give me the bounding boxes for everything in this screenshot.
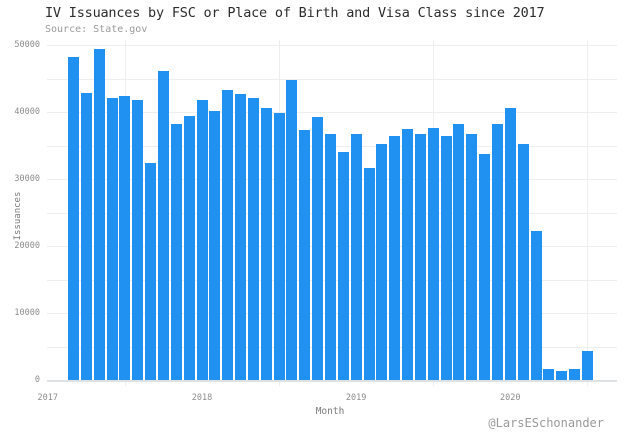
y-gridline	[47, 112, 617, 114]
bar[interactable]	[145, 163, 157, 380]
chart-title: IV Issuances by FSC or Place of Birth an…	[45, 5, 545, 21]
bar[interactable]	[337, 151, 349, 380]
bar[interactable]	[183, 115, 195, 380]
bar[interactable]	[517, 144, 529, 380]
bar[interactable]	[119, 95, 131, 380]
bar[interactable]	[453, 124, 465, 380]
y-gridline	[47, 45, 617, 47]
bar[interactable]	[247, 97, 259, 380]
bar[interactable]	[299, 130, 311, 380]
bar[interactable]	[556, 370, 568, 380]
x-gridline	[587, 40, 589, 386]
x-axis-title: Month	[315, 406, 345, 417]
bar[interactable]	[93, 49, 105, 380]
bar[interactable]	[530, 230, 542, 380]
bar[interactable]	[286, 80, 298, 380]
bar[interactable]	[402, 129, 413, 380]
bar[interactable]	[414, 133, 426, 380]
bar[interactable]	[581, 350, 593, 380]
bar[interactable]	[363, 167, 375, 380]
chart-source: Source: State.gov	[45, 24, 148, 35]
bar[interactable]	[68, 57, 79, 380]
bar[interactable]	[196, 99, 208, 380]
y-tick-label: 20000	[14, 240, 40, 251]
y-tick-label: 30000	[14, 173, 40, 184]
x-tick-label: 2019	[345, 393, 367, 403]
bar[interactable]	[273, 112, 285, 380]
bar[interactable]	[504, 107, 516, 380]
bar[interactable]	[569, 368, 580, 380]
y-tick-label: 10000	[14, 307, 40, 318]
bar[interactable]	[427, 128, 439, 380]
bar[interactable]	[260, 108, 272, 380]
bar[interactable]	[479, 154, 491, 380]
bar[interactable]	[376, 144, 388, 380]
zero-line	[47, 380, 617, 382]
bar[interactable]	[466, 134, 478, 380]
bar[interactable]	[132, 99, 144, 380]
y-gridline	[47, 78, 617, 80]
bar[interactable]	[80, 92, 92, 380]
bar[interactable]	[324, 133, 336, 380]
x-tick-label: 2018	[191, 393, 213, 403]
y-axis-title: Issuances	[13, 191, 23, 241]
bar[interactable]	[312, 116, 324, 380]
bar[interactable]	[209, 110, 221, 380]
bar[interactable]	[106, 98, 118, 380]
bar[interactable]	[389, 136, 401, 380]
bar[interactable]	[170, 123, 182, 380]
x-tick-label: 2017	[37, 393, 59, 403]
bar[interactable]	[235, 94, 246, 380]
bar[interactable]	[222, 90, 234, 380]
bar[interactable]	[440, 135, 452, 380]
bar[interactable]	[492, 124, 503, 380]
bar[interactable]	[350, 134, 362, 380]
y-tick-label: 50000	[14, 39, 40, 50]
watermark: @LarsESchonander	[488, 416, 604, 430]
bar[interactable]	[157, 70, 169, 380]
bar[interactable]	[543, 368, 555, 380]
x-tick-label: 2020	[500, 393, 521, 403]
y-tick-label: 40000	[14, 106, 40, 117]
y-tick-label: 0	[34, 374, 40, 385]
